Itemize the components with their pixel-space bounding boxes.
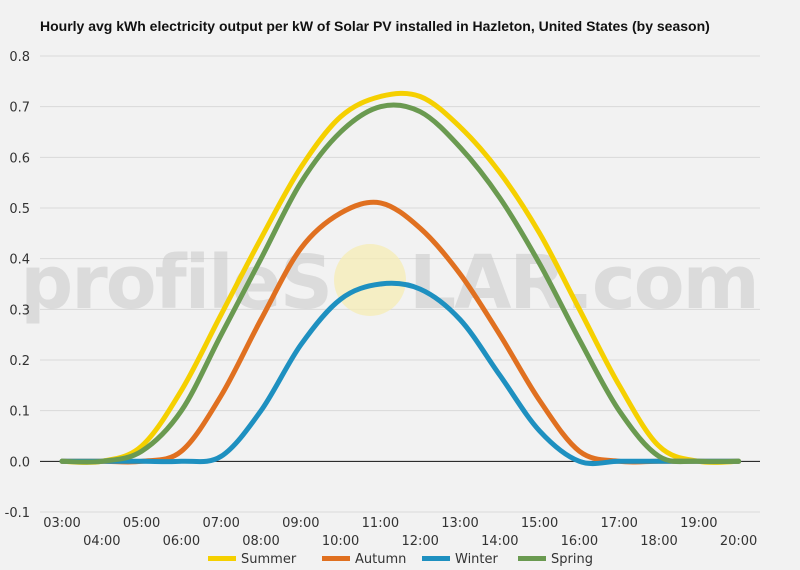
x-tick-label: 10:00 <box>322 534 359 549</box>
y-tick-label: 0.4 <box>9 253 30 268</box>
legend-label: Autumn <box>355 552 406 567</box>
legend-item-winter: Winter <box>422 552 499 567</box>
series-line-winter <box>59 280 742 467</box>
x-tick-label: 05:00 <box>123 516 160 531</box>
x-axis-tick-labels: 03:0004:0005:0006:0007:0008:0009:0010:00… <box>43 516 757 549</box>
y-tick-label: 0.6 <box>9 151 30 166</box>
x-tick-label: 03:00 <box>43 516 80 531</box>
x-tick-label: 17:00 <box>600 516 637 531</box>
legend-item-autumn: Autumn <box>322 552 406 567</box>
x-tick-label: 13:00 <box>441 516 478 531</box>
legend-label: Winter <box>455 552 499 567</box>
y-tick-label: 0.8 <box>9 50 30 65</box>
legend-item-spring: Spring <box>518 552 593 567</box>
legend-swatch <box>422 556 450 561</box>
y-axis-tick-labels: 0.8 0.7 0.6 0.5 0.4 0.3 0.2 0.1 0.0 -0.1 <box>5 50 30 521</box>
series-lines <box>59 90 742 467</box>
y-tick-label: -0.1 <box>5 506 30 521</box>
legend-swatch <box>322 556 350 561</box>
watermark-sun-icon <box>334 244 406 316</box>
series-line-spring <box>59 102 742 465</box>
x-tick-label: 15:00 <box>521 516 558 531</box>
y-tick-label: 0.2 <box>9 354 30 369</box>
y-tick-label: 0.0 <box>9 455 30 470</box>
x-tick-label: 07:00 <box>202 516 239 531</box>
x-tick-label: 18:00 <box>640 534 677 549</box>
x-tick-label: 19:00 <box>680 516 717 531</box>
legend-label: Summer <box>241 552 297 567</box>
x-tick-label: 06:00 <box>163 534 200 549</box>
chart-title: Hourly avg kWh electricity output per kW… <box>40 18 710 34</box>
x-tick-label: 12:00 <box>401 534 438 549</box>
series-line-summer <box>59 90 742 465</box>
watermark-text-left: profileS <box>20 240 331 326</box>
x-tick-label: 14:00 <box>481 534 518 549</box>
x-tick-label: 20:00 <box>720 534 757 549</box>
x-tick-label: 08:00 <box>242 534 279 549</box>
y-tick-label: 0.7 <box>9 101 30 116</box>
y-tick-label: 0.1 <box>9 405 30 420</box>
legend-label: Spring <box>551 552 593 567</box>
legend-swatch <box>208 556 236 561</box>
x-tick-label: 09:00 <box>282 516 319 531</box>
legend-swatch <box>518 556 546 561</box>
y-tick-label: 0.5 <box>9 202 30 217</box>
legend: Summer Autumn Winter Spring <box>208 552 593 567</box>
y-tick-label: 0.3 <box>9 303 30 318</box>
legend-item-summer: Summer <box>208 552 297 567</box>
x-tick-label: 11:00 <box>362 516 399 531</box>
x-tick-label: 04:00 <box>83 534 120 549</box>
x-tick-label: 16:00 <box>561 534 598 549</box>
watermark: profileS LAR.com <box>20 240 759 326</box>
